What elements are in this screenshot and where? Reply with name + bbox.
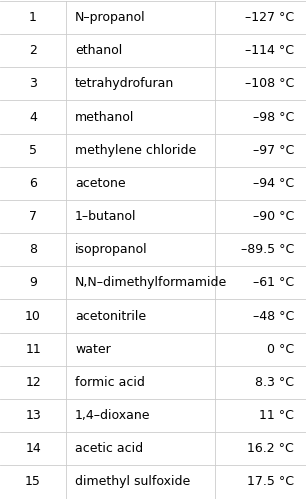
Text: –94 °C: –94 °C <box>253 177 294 190</box>
Text: 14: 14 <box>25 442 41 455</box>
Text: acetone: acetone <box>75 177 125 190</box>
Text: isopropanol: isopropanol <box>75 243 147 256</box>
Text: 10: 10 <box>25 309 41 322</box>
Text: 15: 15 <box>25 476 41 489</box>
Text: 9: 9 <box>29 276 37 289</box>
Text: 11: 11 <box>25 343 41 356</box>
Text: –89.5 °C: –89.5 °C <box>241 243 294 256</box>
Text: 7: 7 <box>29 210 37 223</box>
Text: N,N–dimethylformamide: N,N–dimethylformamide <box>75 276 227 289</box>
Text: –90 °C: –90 °C <box>252 210 294 223</box>
Text: –61 °C: –61 °C <box>253 276 294 289</box>
Text: 5: 5 <box>29 144 37 157</box>
Text: –114 °C: –114 °C <box>245 44 294 57</box>
Text: tetrahydrofuran: tetrahydrofuran <box>75 77 174 90</box>
Text: 6: 6 <box>29 177 37 190</box>
Text: 16.2 °C: 16.2 °C <box>247 442 294 455</box>
Text: 1: 1 <box>29 11 37 24</box>
Text: methylene chloride: methylene chloride <box>75 144 196 157</box>
Text: 11 °C: 11 °C <box>259 409 294 422</box>
Text: acetonitrile: acetonitrile <box>75 309 146 322</box>
Text: water: water <box>75 343 111 356</box>
Text: 1–butanol: 1–butanol <box>75 210 136 223</box>
Text: 2: 2 <box>29 44 37 57</box>
Text: –108 °C: –108 °C <box>244 77 294 90</box>
Text: dimethyl sulfoxide: dimethyl sulfoxide <box>75 476 190 489</box>
Text: 8: 8 <box>29 243 37 256</box>
Text: –97 °C: –97 °C <box>252 144 294 157</box>
Text: ethanol: ethanol <box>75 44 122 57</box>
Text: 1,4–dioxane: 1,4–dioxane <box>75 409 151 422</box>
Text: acetic acid: acetic acid <box>75 442 143 455</box>
Text: –48 °C: –48 °C <box>252 309 294 322</box>
Text: formic acid: formic acid <box>75 376 145 389</box>
Text: –98 °C: –98 °C <box>252 111 294 124</box>
Text: 4: 4 <box>29 111 37 124</box>
Text: 13: 13 <box>25 409 41 422</box>
Text: 17.5 °C: 17.5 °C <box>247 476 294 489</box>
Text: 12: 12 <box>25 376 41 389</box>
Text: –127 °C: –127 °C <box>244 11 294 24</box>
Text: 3: 3 <box>29 77 37 90</box>
Text: methanol: methanol <box>75 111 134 124</box>
Text: N–propanol: N–propanol <box>75 11 146 24</box>
Text: 0 °C: 0 °C <box>267 343 294 356</box>
Text: 8.3 °C: 8.3 °C <box>255 376 294 389</box>
